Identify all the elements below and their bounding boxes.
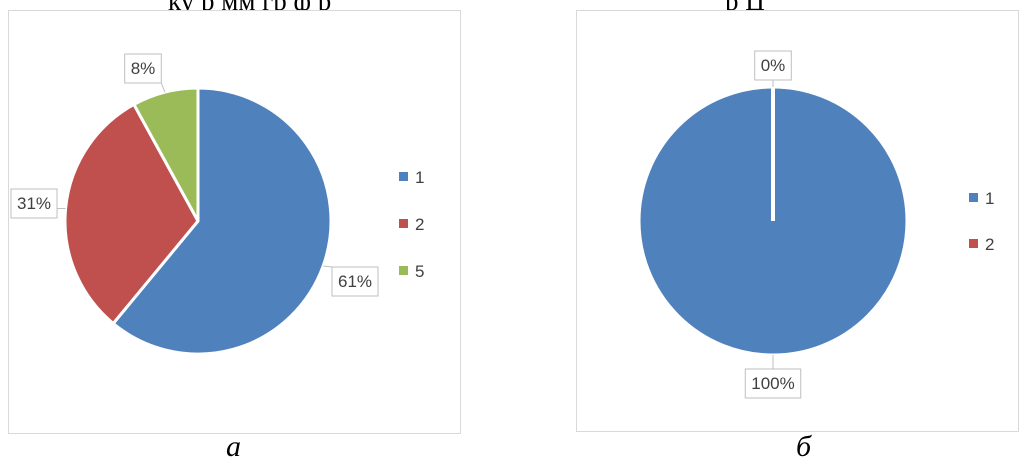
pie-chart-a: 61% 31% 8% 1 2 5: [10, 53, 424, 356]
svg-text:0%: 0%: [761, 56, 786, 75]
legend-swatch-5: [399, 266, 408, 275]
data-label-1: 100%: [744, 368, 802, 399]
pie-chart-b: 100% 0% 1 2: [637, 50, 994, 399]
legend-swatch-2: [969, 239, 978, 248]
legend-swatch-2: [399, 219, 408, 228]
legend-entry-1: 1: [969, 189, 994, 208]
legend-label-1: 1: [415, 168, 424, 187]
svg-text:8%: 8%: [131, 59, 156, 78]
svg-text:31%: 31%: [17, 194, 51, 213]
legend-entry-2: 2: [399, 215, 424, 234]
legend-label-2: 2: [985, 235, 994, 254]
legend-swatch-1: [399, 172, 408, 181]
svg-text:61%: 61%: [338, 272, 372, 291]
data-label-1: 61%: [331, 266, 379, 297]
legend-swatch-1: [969, 193, 978, 202]
data-label-pointer-5: [160, 82, 166, 93]
legend-entry-5: 5: [399, 262, 424, 281]
data-label-pointer-1: [323, 265, 333, 268]
legend-entry-1: 1: [399, 168, 424, 187]
legend-label-2: 2: [415, 215, 424, 234]
caption-b: б: [796, 430, 812, 463]
pie-slice-2: [63, 102, 200, 325]
legend-label-1: 1: [985, 189, 994, 208]
legend-label-5: 5: [415, 262, 424, 281]
legend-entry-2: 2: [969, 235, 994, 254]
data-label-2: 31%: [10, 188, 58, 219]
pie-slice-5: [132, 86, 200, 223]
svg-text:100%: 100%: [751, 374, 794, 393]
data-label-2: 0%: [754, 50, 792, 81]
chart-panel-b: 100% 0% 1 2: [576, 10, 1019, 432]
data-label-5: 8%: [124, 53, 162, 84]
chart-panel-a: 61% 31% 8% 1 2 5: [8, 10, 461, 434]
caption-a: а: [226, 430, 241, 463]
